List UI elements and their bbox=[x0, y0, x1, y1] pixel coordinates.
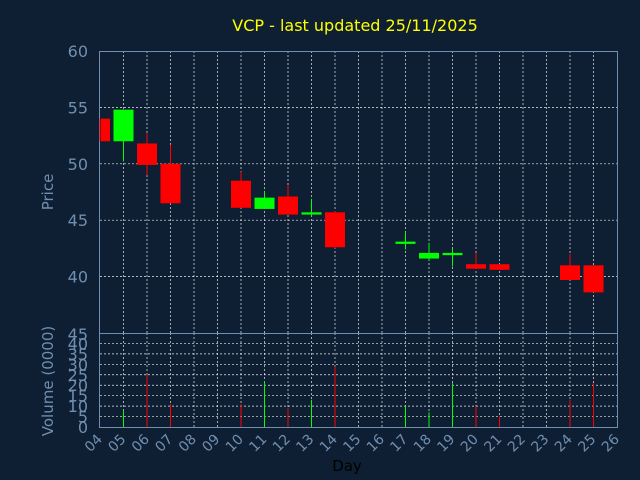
x-tick-label: 13 bbox=[293, 432, 317, 456]
volume-tick-label: 35 bbox=[68, 345, 88, 364]
candle-body bbox=[419, 252, 439, 259]
x-tick-label: 18 bbox=[411, 432, 435, 456]
x-tick-label: 16 bbox=[364, 431, 388, 455]
x-tick-label: 25 bbox=[575, 432, 599, 456]
x-tick-label: 22 bbox=[505, 432, 529, 456]
volume-tick-label: 40 bbox=[68, 334, 88, 353]
x-tick-label: 17 bbox=[387, 432, 411, 456]
candle-body bbox=[278, 196, 298, 215]
candle-body bbox=[583, 265, 604, 293]
x-tick-label: 09 bbox=[199, 432, 223, 456]
candle-body bbox=[160, 163, 181, 204]
volume-tick-label: 10 bbox=[68, 397, 88, 416]
volume-panel-frame bbox=[99, 333, 618, 428]
candle-body bbox=[254, 197, 275, 209]
x-tick-label: 08 bbox=[176, 432, 200, 456]
price-bottom-tick-label: 45 bbox=[68, 325, 88, 344]
volume-axis-label: Volume (0000) bbox=[39, 326, 57, 436]
volume-tick-label: 5 bbox=[78, 408, 88, 427]
x-tick-label: 20 bbox=[458, 432, 482, 456]
x-tick-label: 10 bbox=[223, 432, 247, 456]
price-tick-label: 50 bbox=[68, 155, 88, 174]
candle-body bbox=[466, 264, 486, 269]
price-axis-label: Price bbox=[39, 174, 57, 211]
volume-tick-label: 0 bbox=[78, 418, 88, 437]
price-tick-label: 40 bbox=[68, 268, 88, 287]
candle-body bbox=[442, 252, 463, 256]
candle-body bbox=[489, 264, 510, 270]
x-tick-label: 19 bbox=[434, 432, 458, 456]
candle-body bbox=[137, 143, 157, 165]
candle-body bbox=[113, 109, 134, 142]
chart-title: VCP - last updated 25/11/2025 bbox=[232, 16, 478, 35]
price-tick-label: 55 bbox=[68, 98, 88, 117]
x-tick-label: 11 bbox=[246, 432, 270, 456]
x-tick-label: 21 bbox=[481, 432, 505, 456]
volume-tick-label: 20 bbox=[68, 376, 88, 395]
x-tick-label: 05 bbox=[105, 432, 129, 456]
price-tick-label: 45 bbox=[68, 211, 88, 230]
candle-body bbox=[560, 265, 580, 280]
x-tick-label: 23 bbox=[528, 432, 552, 456]
x-tick-label: 15 bbox=[340, 432, 364, 456]
volume-tick-label: 25 bbox=[68, 366, 88, 385]
x-tick-label: 07 bbox=[152, 432, 176, 456]
candle-body bbox=[395, 241, 416, 244]
x-tick-label: 14 bbox=[317, 431, 341, 455]
volume-tick-label: 30 bbox=[68, 355, 88, 374]
x-tick-label: 06 bbox=[129, 431, 153, 455]
price-tick-label: 60 bbox=[68, 42, 88, 61]
candle-body bbox=[301, 212, 322, 215]
candle-body bbox=[325, 212, 345, 248]
candle-body bbox=[231, 180, 251, 208]
x-tick-label: 26 bbox=[599, 431, 623, 455]
volume-tick-label: 15 bbox=[68, 387, 88, 406]
x-tick-label: 24 bbox=[552, 431, 576, 455]
candle-body bbox=[101, 118, 110, 142]
x-axis-label: Day bbox=[332, 457, 362, 475]
x-tick-label: 12 bbox=[270, 432, 294, 456]
